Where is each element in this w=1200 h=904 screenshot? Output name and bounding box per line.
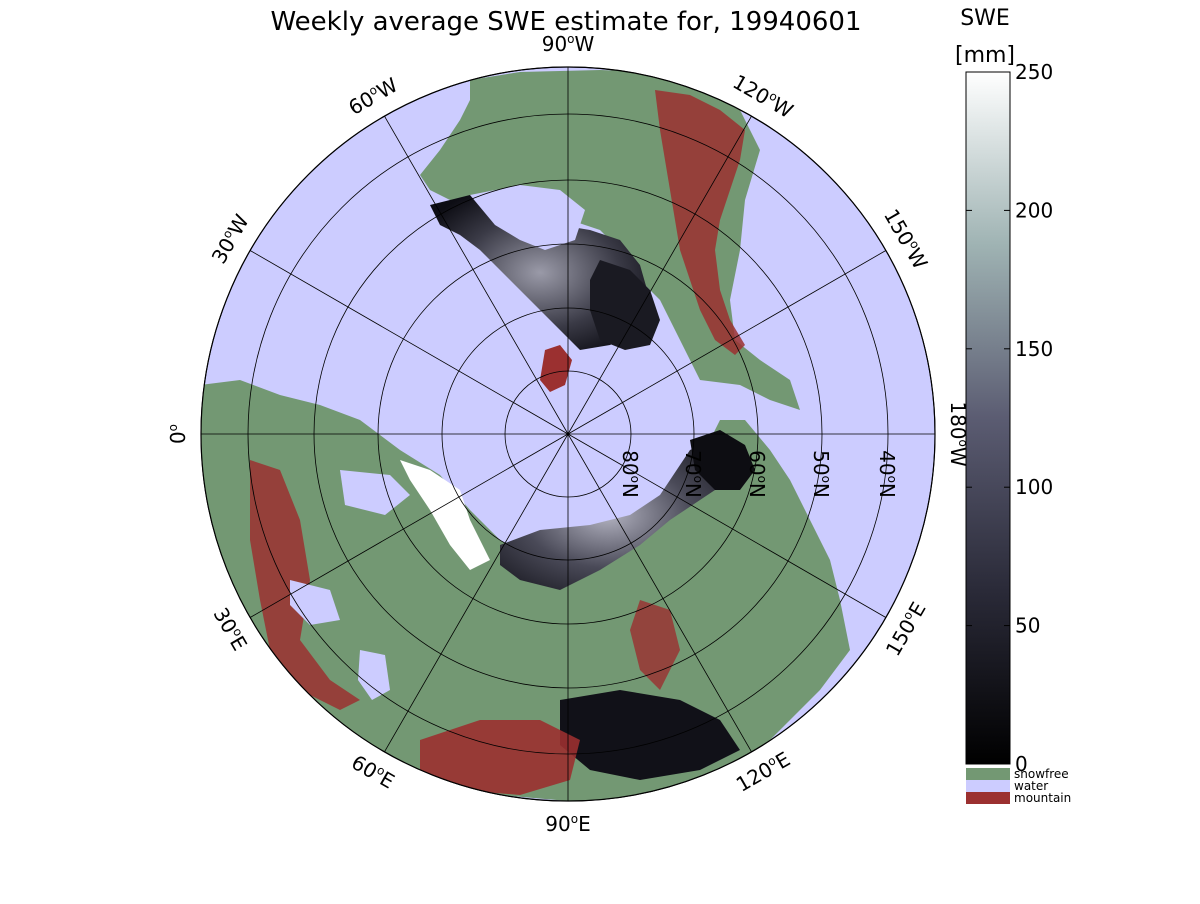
latitude-label: 80oN xyxy=(618,450,642,498)
svg-text:60oN: 60oN xyxy=(745,450,769,498)
meridian-lines xyxy=(201,67,935,801)
meridian-line xyxy=(384,115,569,435)
svg-text:80oN: 80oN xyxy=(618,450,642,498)
colorbar-tick-label: 0 xyxy=(1015,752,1028,776)
colorbar-ticks: 0 50 100 150 200 250 xyxy=(966,60,1053,776)
longitude-label: 90oE xyxy=(545,812,590,836)
land-layer xyxy=(201,70,850,801)
longitude-label: 0o xyxy=(166,424,190,444)
svg-text:40oN: 40oN xyxy=(875,450,899,498)
chukotka-snow xyxy=(690,430,755,490)
meridian-line xyxy=(567,250,887,435)
svg-text:90oW: 90oW xyxy=(542,32,595,56)
longitude-label: 60oE xyxy=(347,750,398,794)
figure-title: Weekly average SWE estimate for, 1994060… xyxy=(270,7,861,37)
svg-text:0o: 0o xyxy=(166,424,190,444)
colorbar-title-line1: SWE xyxy=(960,6,1010,31)
legend-label: mountain xyxy=(1014,791,1071,805)
polar-map xyxy=(200,66,936,802)
baltic-sea xyxy=(290,580,340,625)
meridian-line xyxy=(567,115,752,435)
legend-label: water xyxy=(1014,779,1048,793)
latitude-labels: 80oN 70oN 60oN 50oN 40oN xyxy=(618,450,899,498)
colorbar-tick-label: 150 xyxy=(1015,337,1053,361)
svg-text:50oN: 50oN xyxy=(809,450,833,498)
legend-label: snowfree xyxy=(1014,767,1069,781)
longitude-label: 30oE xyxy=(208,603,252,654)
central-asia-snow xyxy=(560,690,740,780)
latitude-label: 70oN xyxy=(681,450,705,498)
map-boundary xyxy=(200,66,936,802)
ellesmere-snow xyxy=(590,260,660,350)
alaska-rockies-mountain xyxy=(655,90,745,355)
hudson-bay xyxy=(470,185,585,250)
latitude-label: 50oN xyxy=(809,450,833,498)
greenland-mountain xyxy=(540,345,572,392)
colorbar-tick-label: 200 xyxy=(1015,198,1053,222)
colorbar-title-line2: [mm] xyxy=(955,43,1015,68)
colorbar: SWE [mm] 0 50 100 150 200 250 xyxy=(955,6,1053,776)
meridian-line xyxy=(567,433,887,618)
novaya-zemlya-snow xyxy=(400,460,490,570)
colorbar-gradient xyxy=(965,71,1011,765)
colorbar-tick-label: 50 xyxy=(1015,614,1040,638)
meridian-line xyxy=(567,433,752,753)
meridian-line xyxy=(249,250,569,435)
colorbar-tick-label: 250 xyxy=(1015,60,1053,84)
colorbar-tick-label: 100 xyxy=(1015,475,1053,499)
legend-swatch xyxy=(966,780,1010,792)
svg-text:30oE: 30oE xyxy=(208,603,252,654)
latitude-label: 60oN xyxy=(745,450,769,498)
longitude-label: 90oW xyxy=(542,32,595,56)
svg-text:90oE: 90oE xyxy=(545,812,590,836)
svg-text:70oN: 70oN xyxy=(681,450,705,498)
legend-swatch xyxy=(966,792,1010,804)
meridian-line xyxy=(249,433,569,618)
svg-text:60oE: 60oE xyxy=(347,750,398,794)
caspian-sea xyxy=(358,650,390,700)
meridian-line xyxy=(384,433,569,753)
tibet-mountain xyxy=(420,720,580,795)
siberia-snow xyxy=(500,440,740,590)
black-caspian-sea xyxy=(340,470,410,515)
latitude-label: 40oN xyxy=(875,450,899,498)
legend-swatch xyxy=(966,768,1010,780)
